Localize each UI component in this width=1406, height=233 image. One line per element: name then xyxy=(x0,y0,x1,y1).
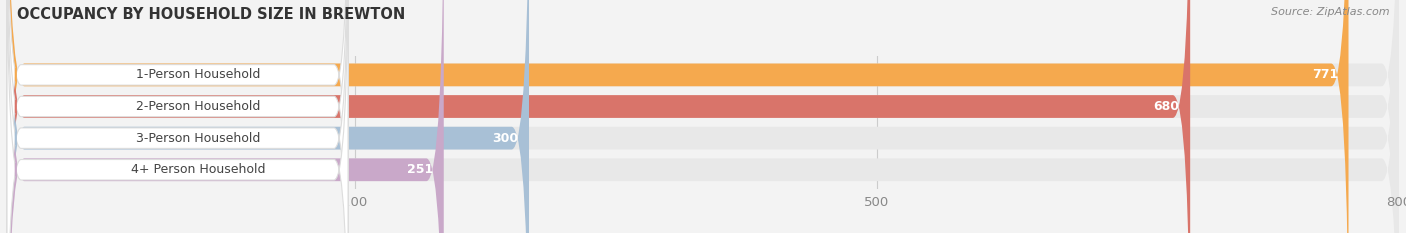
Text: 4+ Person Household: 4+ Person Household xyxy=(131,163,266,176)
Text: OCCUPANCY BY HOUSEHOLD SIZE IN BREWTON: OCCUPANCY BY HOUSEHOLD SIZE IN BREWTON xyxy=(17,7,405,22)
Text: 251: 251 xyxy=(408,163,433,176)
Text: 2-Person Household: 2-Person Household xyxy=(136,100,260,113)
FancyBboxPatch shape xyxy=(7,0,1399,233)
Text: Source: ZipAtlas.com: Source: ZipAtlas.com xyxy=(1271,7,1389,17)
Text: 3-Person Household: 3-Person Household xyxy=(136,132,260,145)
Text: 680: 680 xyxy=(1154,100,1180,113)
FancyBboxPatch shape xyxy=(7,0,529,233)
Text: 771: 771 xyxy=(1312,69,1339,81)
Text: 300: 300 xyxy=(492,132,519,145)
FancyBboxPatch shape xyxy=(7,0,349,233)
FancyBboxPatch shape xyxy=(7,0,1399,233)
FancyBboxPatch shape xyxy=(7,0,349,233)
FancyBboxPatch shape xyxy=(7,0,444,233)
Text: 1-Person Household: 1-Person Household xyxy=(136,69,260,81)
FancyBboxPatch shape xyxy=(7,0,1348,233)
FancyBboxPatch shape xyxy=(7,0,1191,233)
FancyBboxPatch shape xyxy=(7,0,1399,233)
FancyBboxPatch shape xyxy=(7,0,349,233)
FancyBboxPatch shape xyxy=(7,0,349,233)
FancyBboxPatch shape xyxy=(7,0,1399,233)
